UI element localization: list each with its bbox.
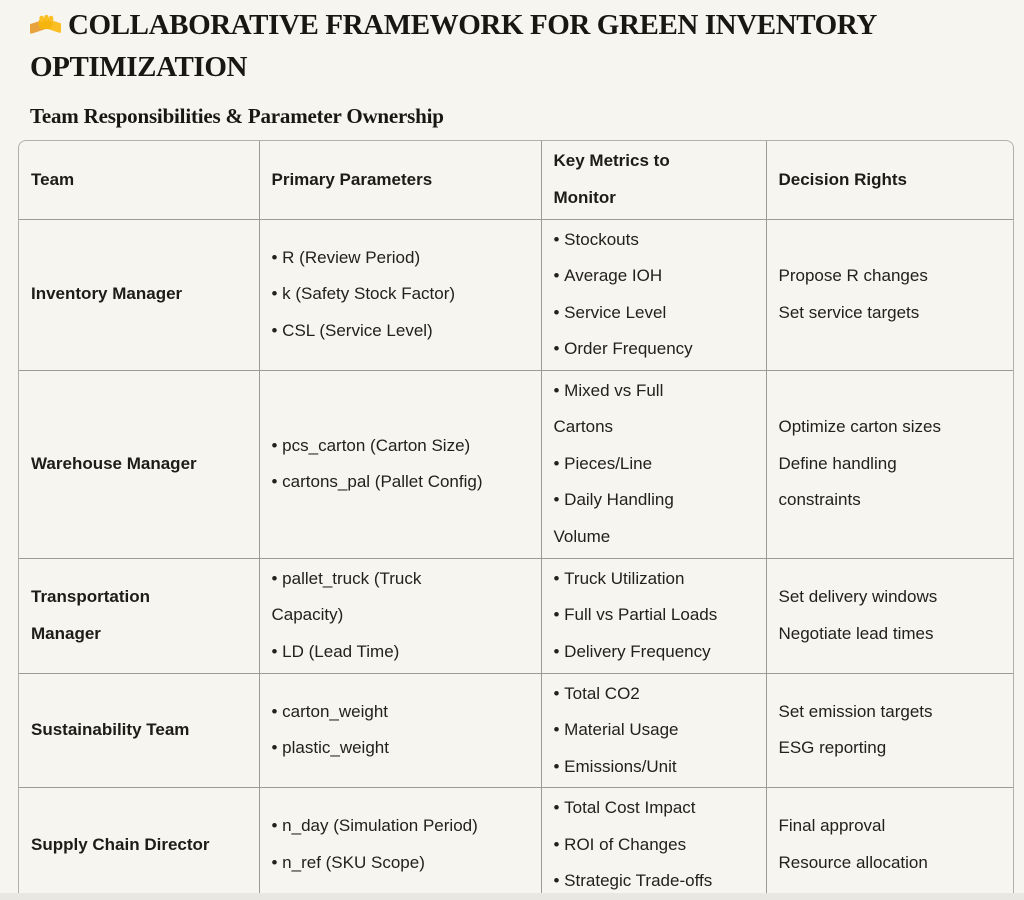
table-row: Inventory Manager • R (Review Period) • k … — [19, 218, 1013, 371]
metric-item: • Stockouts — [553, 229, 639, 249]
metric-item: • Strategic Trade-offs — [553, 871, 713, 890]
table-scroll-container[interactable]: Team Primary Parameters Key Metrics to M… — [18, 140, 1014, 900]
metric-item: • Material Usage — [553, 720, 679, 739]
team-cell: Inventory Manager — [19, 218, 260, 371]
parameter-item: • LD (Lead Time) — [271, 641, 400, 661]
decision-item: Set emission targets — [778, 701, 933, 721]
decision-item: ESG reporting — [778, 738, 887, 758]
column-header-primary-parameters: Primary Parameters — [258, 141, 542, 220]
key-metrics-cell: • Total Cost Impact • ROI of Changes • Str… — [540, 787, 767, 900]
parameter-item: • pcs_carton (Carton Size) — [271, 435, 471, 455]
metric-list: • Stockouts • Average IOH • Service Level •… — [554, 222, 724, 368]
parameter-item: • cartons_pal (Pallet Config) — [271, 472, 483, 491]
decision-rights-cell: Propose R changes Set service targets — [765, 218, 1013, 371]
decision-item: Set service targets — [778, 302, 920, 322]
decision-list: Set delivery windows Negotiate lead times — [779, 579, 979, 652]
key-metrics-cell: • Truck Utilization • Full vs Partial Loa… — [540, 557, 767, 674]
key-metrics-cell: • Stockouts • Average IOH • Service Level •… — [540, 218, 767, 371]
section-heading: Team Responsibilities & Parameter Owners… — [30, 104, 444, 128]
metric-item: • Truck Utilization — [553, 568, 685, 588]
page-bottom-strip — [0, 893, 1024, 900]
metric-item: • Total CO2 — [553, 683, 640, 703]
table-row: Supply Chain Director • n_day (Simulation… — [19, 787, 1013, 900]
team-name: Supply Chain Director — [31, 834, 210, 854]
parameter-item: • k (Safety Stock Factor) — [271, 284, 456, 304]
decision-rights-cell: Final approval Resource allocation — [765, 787, 1013, 900]
metric-list: • Total Cost Impact • ROI of Changes • Str… — [554, 790, 724, 900]
decision-item: Set delivery windows — [778, 587, 938, 606]
key-metrics-cell: • Total CO2 • Material Usage • Emissions/U… — [540, 672, 767, 788]
page-title-text: COLLABORATIVE FRAMEWORK FOR GREEN INVENT… — [30, 9, 876, 83]
page-title: COLLABORATIVE FRAMEWORK FOR GREEN INVENT… — [26, 6, 995, 87]
primary-parameters-cell: • n_day (Simulation Period) • n_ref (SKU … — [258, 787, 542, 900]
decision-item: Optimize carton sizes — [778, 417, 942, 437]
team-name: Sustainability Team — [31, 720, 190, 739]
decision-list: Set emission targets ESG reporting — [779, 694, 979, 767]
primary-parameters-cell: • pallet_truck (Truck Capacity) • LD (Lea… — [258, 557, 542, 674]
parameter-item: • n_ref (SKU Scope) — [271, 852, 425, 872]
team-cell: Transportation Manager — [19, 557, 260, 674]
team-name: Transportation Manager — [31, 587, 151, 643]
decision-item: Propose R changes — [778, 266, 928, 285]
metric-item: • Full vs Partial Loads — [553, 605, 718, 625]
decision-rights-cell: Set emission targets ESG reporting — [765, 672, 1013, 788]
parameter-item: • CSL (Service Level) — [271, 320, 433, 340]
parameter-item: • R (Review Period) — [271, 247, 421, 267]
responsibilities-table: Team Primary Parameters Key Metrics to M… — [19, 141, 1013, 900]
metric-item: • Emissions/Unit — [553, 756, 677, 776]
parameter-list: • pallet_truck (Truck Capacity) • LD (Lea… — [272, 561, 493, 671]
team-name: Warehouse Manager — [31, 453, 197, 473]
decision-item: Negotiate lead times — [778, 623, 934, 643]
parameter-item: • pallet_truck (Truck Capacity) — [271, 568, 422, 625]
table-header-row: Team Primary Parameters Key Metrics to M… — [19, 141, 1013, 220]
table-row: Transportation Manager • pallet_truck (Tr… — [19, 557, 1013, 674]
table-header: Team Primary Parameters Key Metrics to M… — [19, 141, 1013, 220]
metric-item: • Service Level — [553, 302, 667, 322]
metric-item: • Delivery Frequency — [553, 641, 711, 661]
decision-list: Propose R changes Set service targets — [779, 258, 979, 331]
team-cell: Warehouse Manager — [19, 369, 260, 559]
table-body: Inventory Manager • R (Review Period) • k … — [19, 218, 1013, 900]
decision-item: Resource allocation — [778, 852, 928, 872]
table-row: Warehouse Manager • pcs_carton (Carton Si… — [19, 369, 1013, 559]
parameter-list: • pcs_carton (Carton Size) • cartons_pal … — [272, 428, 493, 501]
decision-item: Final approval — [778, 816, 886, 836]
metric-item: • ROI of Changes — [553, 834, 687, 854]
metric-item: • Average IOH — [553, 266, 663, 285]
key-metrics-cell: • Mixed vs Full Cartons • Pieces/Line • Da… — [540, 369, 767, 559]
metric-list: • Truck Utilization • Full vs Partial Loa… — [554, 561, 724, 671]
column-header-decision-rights: Decision Rights — [765, 141, 1013, 220]
team-name: Inventory Manager — [31, 284, 183, 304]
parameter-item: • plastic_weight — [271, 738, 389, 758]
metric-item: • Mixed vs Full Cartons — [553, 380, 664, 437]
metric-item: • Total Cost Impact — [553, 798, 696, 817]
decision-list: Final approval Resource allocation — [779, 808, 979, 881]
table-row: Sustainability Team • carton_weight • plas… — [19, 672, 1013, 788]
primary-parameters-cell: • pcs_carton (Carton Size) • cartons_pal … — [258, 369, 542, 559]
metric-item: • Daily Handling Volume — [553, 490, 674, 546]
handshake-emoji-icon — [26, 9, 65, 48]
page-header: COLLABORATIVE FRAMEWORK FOR GREEN INVENT… — [0, 0, 1024, 129]
parameter-list: • R (Review Period) • k (Safety Stock Fac… — [272, 240, 493, 350]
team-cell: Sustainability Team — [19, 672, 260, 788]
parameter-item: • n_day (Simulation Period) — [271, 816, 478, 836]
column-header-key-metrics: Key Metrics to Monitor — [540, 141, 767, 220]
parameter-list: • n_day (Simulation Period) • n_ref (SKU … — [272, 808, 493, 881]
decision-rights-cell: Optimize carton sizes Define handling con… — [765, 369, 1013, 559]
decision-item: Define handling constraints — [778, 453, 897, 510]
primary-parameters-cell: • carton_weight • plastic_weight — [258, 672, 542, 788]
parameter-list: • carton_weight • plastic_weight — [272, 694, 493, 767]
metric-item: • Pieces/Line — [553, 453, 653, 473]
metric-list: • Mixed vs Full Cartons • Pieces/Line • Da… — [554, 373, 724, 556]
column-header-team: Team — [19, 141, 260, 220]
metric-list: • Total CO2 • Material Usage • Emissions/U… — [554, 676, 724, 786]
decision-list: Optimize carton sizes Define handling con… — [779, 409, 979, 519]
decision-rights-cell: Set delivery windows Negotiate lead times — [765, 557, 1013, 674]
metric-item: • Order Frequency — [553, 339, 693, 358]
primary-parameters-cell: • R (Review Period) • k (Safety Stock Fac… — [258, 218, 542, 371]
team-cell: Supply Chain Director — [19, 787, 260, 900]
parameter-item: • carton_weight — [271, 701, 389, 721]
